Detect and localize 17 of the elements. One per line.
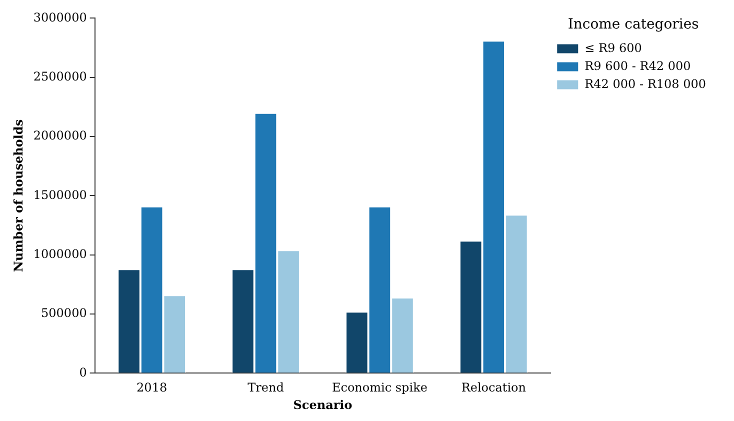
y-tick-label: 2500000 <box>33 69 87 84</box>
y-tick-label: 500000 <box>41 306 87 320</box>
y-tick-label: 1500000 <box>33 188 87 202</box>
x-tick-label: Trend <box>248 380 284 395</box>
x-tick-label: Economic spike <box>332 380 428 395</box>
y-tick-label: 1000000 <box>33 246 87 261</box>
y-tick-label: 0 <box>79 365 87 380</box>
legend-label: ≤ R9 600 <box>584 40 642 55</box>
legend-label: R9 600 - R42 000 <box>584 58 691 73</box>
x-tick-label: Relocation <box>461 380 526 395</box>
y-tick-label: 3000000 <box>33 10 87 24</box>
x-tick-label: 2018 <box>136 380 168 395</box>
x-axis-title: Scenario <box>293 398 352 412</box>
y-axis-title: Number of households <box>11 119 26 272</box>
legend-label: R42 000 - R108 000 <box>584 76 706 91</box>
legend-title: Income categories <box>568 16 699 33</box>
y-tick-label: 2000000 <box>33 128 87 143</box>
